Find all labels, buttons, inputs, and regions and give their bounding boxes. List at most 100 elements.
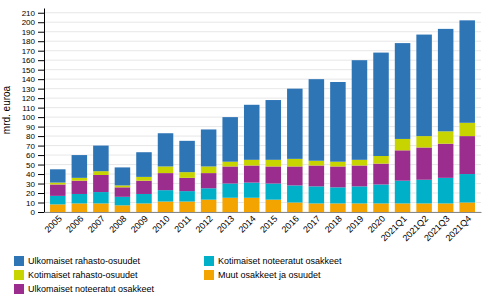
bar <box>93 175 109 192</box>
tick-label: 160 <box>22 56 36 65</box>
bar <box>50 169 66 182</box>
y-tick: 80 <box>26 132 44 141</box>
tick-label: 190 <box>22 28 36 37</box>
legend-swatch <box>204 270 214 280</box>
bar <box>438 178 454 204</box>
bar <box>115 167 131 185</box>
tick-label: 140 <box>22 75 36 84</box>
bar <box>266 200 282 212</box>
x-tick: 2006 <box>64 214 85 235</box>
x-tick: 2008 <box>107 214 128 235</box>
x-tick: 2007 <box>86 214 107 235</box>
y-tick: 180 <box>22 37 44 46</box>
grid <box>44 13 481 212</box>
x-tick: 2019 <box>344 214 365 235</box>
tick-mark <box>38 193 44 194</box>
legend-label: Ulkomaiset rahasto-osuudet <box>28 256 141 266</box>
tick-label: 80 <box>26 132 35 141</box>
bar <box>438 131 454 143</box>
bar <box>244 160 260 166</box>
bar <box>395 203 411 212</box>
grid-line <box>44 41 481 42</box>
y-tick: 50 <box>26 161 44 170</box>
tick-label: 20 <box>26 189 35 198</box>
y-tick: 40 <box>26 170 44 179</box>
bar <box>93 192 109 203</box>
y-tick: 0 <box>31 208 44 217</box>
bar <box>459 174 475 202</box>
bar-series <box>50 123 475 188</box>
legend-label: Kotimaiset rahasto-osuudet <box>28 270 138 280</box>
tick-mark <box>38 32 44 33</box>
y-tick: 10 <box>26 199 44 208</box>
bar <box>330 166 346 187</box>
tick-mark <box>38 212 44 213</box>
legend-item: Kotimaiset noteeratut osakkeet <box>204 256 342 266</box>
tick-label: 10 <box>26 199 35 208</box>
legend-label: Kotimaiset noteeratut osakkeet <box>218 256 342 266</box>
bar <box>438 29 454 131</box>
y-tick: 200 <box>22 18 44 27</box>
y-tick: 140 <box>22 75 44 84</box>
bar <box>115 205 131 212</box>
grid-line <box>44 126 481 127</box>
bar <box>373 156 389 164</box>
bar <box>330 82 346 162</box>
grid-line <box>44 212 481 213</box>
bar <box>72 203 88 212</box>
grid-line <box>44 50 481 51</box>
bar <box>136 181 152 194</box>
bar <box>373 53 389 156</box>
y-axis: 0102030405060708090100110120130140150160… <box>22 9 45 218</box>
tick-label: 200 <box>22 18 36 27</box>
tick-mark <box>38 108 44 109</box>
bar <box>179 172 195 178</box>
bar <box>222 184 238 198</box>
x-tick: 2011 <box>172 214 193 235</box>
tick-label: 110 <box>22 104 35 113</box>
bar <box>309 203 325 212</box>
bar <box>287 203 303 212</box>
tick-label: 2010 <box>150 214 171 235</box>
bar <box>158 190 174 201</box>
bar <box>309 161 325 166</box>
tick-mark <box>38 174 44 175</box>
bar <box>115 197 131 206</box>
tick-label: 50 <box>26 161 35 170</box>
bar-series <box>50 20 475 185</box>
bar <box>179 141 195 172</box>
bar-series <box>50 174 475 205</box>
x-tick: 2021Q4 <box>444 214 474 244</box>
tick-mark <box>38 22 44 23</box>
bar <box>50 204 66 212</box>
x-tick: 2009 <box>129 214 150 235</box>
tick-label: 150 <box>22 66 36 75</box>
grid-line <box>44 174 481 175</box>
tick-label: 2008 <box>107 214 128 235</box>
tick-label: 180 <box>22 37 36 46</box>
bar <box>330 187 346 203</box>
bar <box>395 43 411 139</box>
grid-line <box>44 60 481 61</box>
bar <box>459 20 475 122</box>
bar <box>93 171 109 175</box>
tick-label: 170 <box>22 47 36 56</box>
grid-line <box>44 136 481 137</box>
grid-line <box>44 155 481 156</box>
x-tick: 2010 <box>150 214 171 235</box>
tick-mark <box>38 13 44 14</box>
grid-line <box>44 79 481 80</box>
tick-mark <box>38 165 44 166</box>
bar <box>136 203 152 212</box>
y-tick: 110 <box>22 104 44 113</box>
plot: 0102030405060708090100110120130140150160… <box>1 9 482 295</box>
grid-line <box>44 107 481 108</box>
bar <box>352 203 368 212</box>
bar-series <box>50 198 475 212</box>
tick-label: 2021Q4 <box>444 214 474 244</box>
grid-line <box>44 31 481 32</box>
grid-line <box>44 202 481 203</box>
bar <box>93 146 109 172</box>
tick-label: 40 <box>26 170 35 179</box>
bar <box>330 203 346 212</box>
